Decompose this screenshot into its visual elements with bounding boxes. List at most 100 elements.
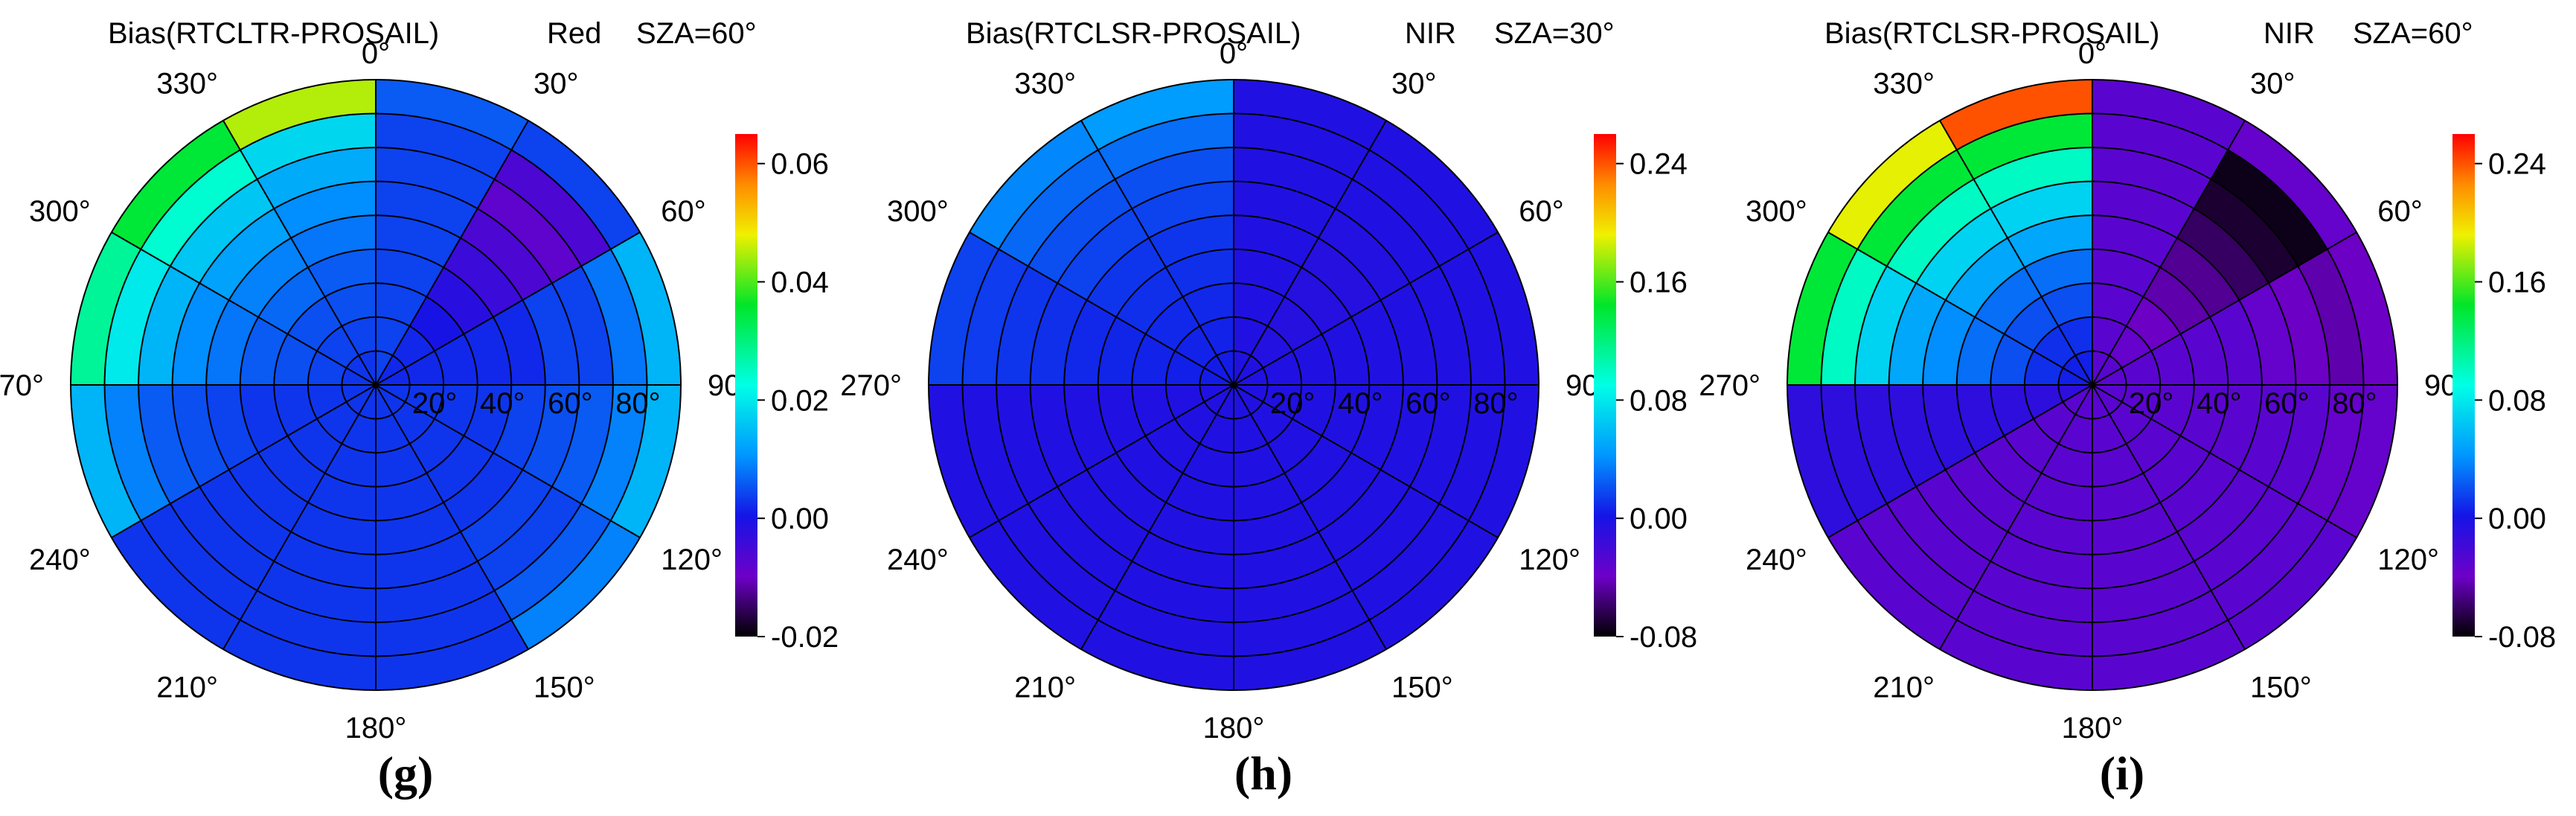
polar-cell <box>257 147 376 209</box>
chart-title: Bias(RTCLTR-PROSAIL) <box>108 17 439 50</box>
polar-cell <box>426 267 493 334</box>
polar-cell <box>1321 316 1370 385</box>
polar-cell <box>1098 113 1234 179</box>
polar-cell <box>2239 283 2296 385</box>
spoke-gridline <box>1939 120 2093 386</box>
colorbar-tick-label: 0.06 <box>771 148 829 181</box>
polar-cell <box>376 316 410 356</box>
polar-cell <box>376 532 478 589</box>
polar-cell <box>477 179 582 284</box>
polar-cell <box>1234 316 1268 356</box>
polar-cell <box>1468 232 1539 385</box>
polar-cell <box>1081 619 1234 690</box>
polar-cell <box>929 385 999 538</box>
polar-cell <box>1145 418 1200 474</box>
spoke-gridline <box>2092 384 2357 538</box>
polar-cell <box>1267 418 1322 474</box>
azimuth-tick-label: 330° <box>156 68 218 101</box>
polar-cell <box>2180 385 2229 453</box>
polar-cell <box>1787 232 1858 385</box>
polar-cell <box>2092 113 2229 179</box>
polar-cell <box>2024 473 2092 521</box>
polar-cell <box>376 355 406 385</box>
polar-cell <box>2298 385 2364 521</box>
polar-cell <box>1030 283 1087 385</box>
polar-cell <box>2004 418 2059 474</box>
polar-cell <box>2092 385 2122 415</box>
polar-cell <box>1234 283 1285 327</box>
polar-cell <box>1975 436 2042 503</box>
polar-cell <box>376 590 512 657</box>
polar-cell <box>1234 355 1263 385</box>
polar-cell <box>1086 238 1166 317</box>
polar-cell <box>2092 561 2211 622</box>
polar-cell <box>104 249 170 385</box>
polar-cell <box>1940 80 2092 150</box>
polar-cell <box>409 418 464 474</box>
polar-panel-2: Bias(RTCLSR-PROSAIL) NIR SZA=60°0°30°60°90… <box>1699 17 2556 800</box>
polar-cell <box>511 120 641 249</box>
polar-cell <box>2327 385 2397 538</box>
radial-tick-label: 80° <box>1473 387 1519 420</box>
polar-cell <box>2298 249 2364 385</box>
polar-cell <box>929 232 999 385</box>
azimuth-tick-label: 270° <box>1699 369 1760 402</box>
polar-cell <box>1990 532 2092 589</box>
polar-cell <box>274 181 376 238</box>
polar-cell <box>2211 150 2327 267</box>
panel-label: (h) <box>1234 747 1292 800</box>
colorbar <box>2452 134 2475 637</box>
polar-cell <box>1956 385 2005 453</box>
polar-cell <box>104 385 170 521</box>
polar-cell <box>1301 238 1381 317</box>
polar-cell <box>2041 283 2092 327</box>
polar-cell <box>2034 326 2076 369</box>
polar-cell <box>346 385 376 415</box>
polar-cell <box>1057 208 1150 301</box>
colorbar <box>1594 134 1616 637</box>
polar-cell <box>1855 385 1917 504</box>
spoke-gridline <box>1233 384 1499 538</box>
polar-cell <box>258 267 325 334</box>
polar-cell <box>969 520 1098 650</box>
polar-cell <box>1098 385 1146 453</box>
polar-cell <box>522 385 580 487</box>
polar-cell <box>1199 414 1234 453</box>
polar-cell <box>1028 179 1132 284</box>
polar-cell <box>376 113 512 179</box>
polar-cell <box>2024 385 2063 419</box>
polar-cell <box>434 334 478 385</box>
polar-cell <box>1057 469 1150 561</box>
polar-cell <box>1956 113 2092 179</box>
polar-cell <box>2160 453 2240 532</box>
azimuth-tick-label: 240° <box>887 544 949 576</box>
polar-cell <box>2092 355 2122 385</box>
polar-cell <box>141 503 257 620</box>
polar-cell <box>342 316 376 356</box>
polar-cell <box>376 473 444 521</box>
polar-cell <box>1086 453 1166 532</box>
polar-cell <box>1857 150 1974 267</box>
azimuth-tick-label: 330° <box>1014 68 1076 101</box>
polar-cell <box>2176 208 2269 301</box>
polar-cell <box>2041 443 2092 487</box>
polar-cell <box>1234 113 1370 179</box>
polar-cell <box>2126 296 2181 351</box>
polar-cell <box>610 385 681 538</box>
polar-cell <box>1352 503 1469 620</box>
azimuth-tick-label: 270° <box>840 369 902 402</box>
polar-cell <box>1250 326 1292 369</box>
polar-cell <box>2160 238 2240 317</box>
polar-cell <box>551 385 613 504</box>
azimuth-tick-label: 0° <box>362 37 390 70</box>
polar-cell <box>2034 401 2076 444</box>
panel-label: (g) <box>378 747 434 800</box>
polar-cell <box>2092 619 2245 690</box>
polar-cell <box>376 385 406 415</box>
polar-cell <box>1990 385 2034 436</box>
azimuth-tick-label: 0° <box>2078 37 2106 70</box>
azimuth-tick-label: 150° <box>534 671 595 704</box>
polar-cell <box>1945 238 2025 317</box>
polar-cell <box>1165 249 1234 297</box>
polar-cell <box>1827 120 1957 249</box>
